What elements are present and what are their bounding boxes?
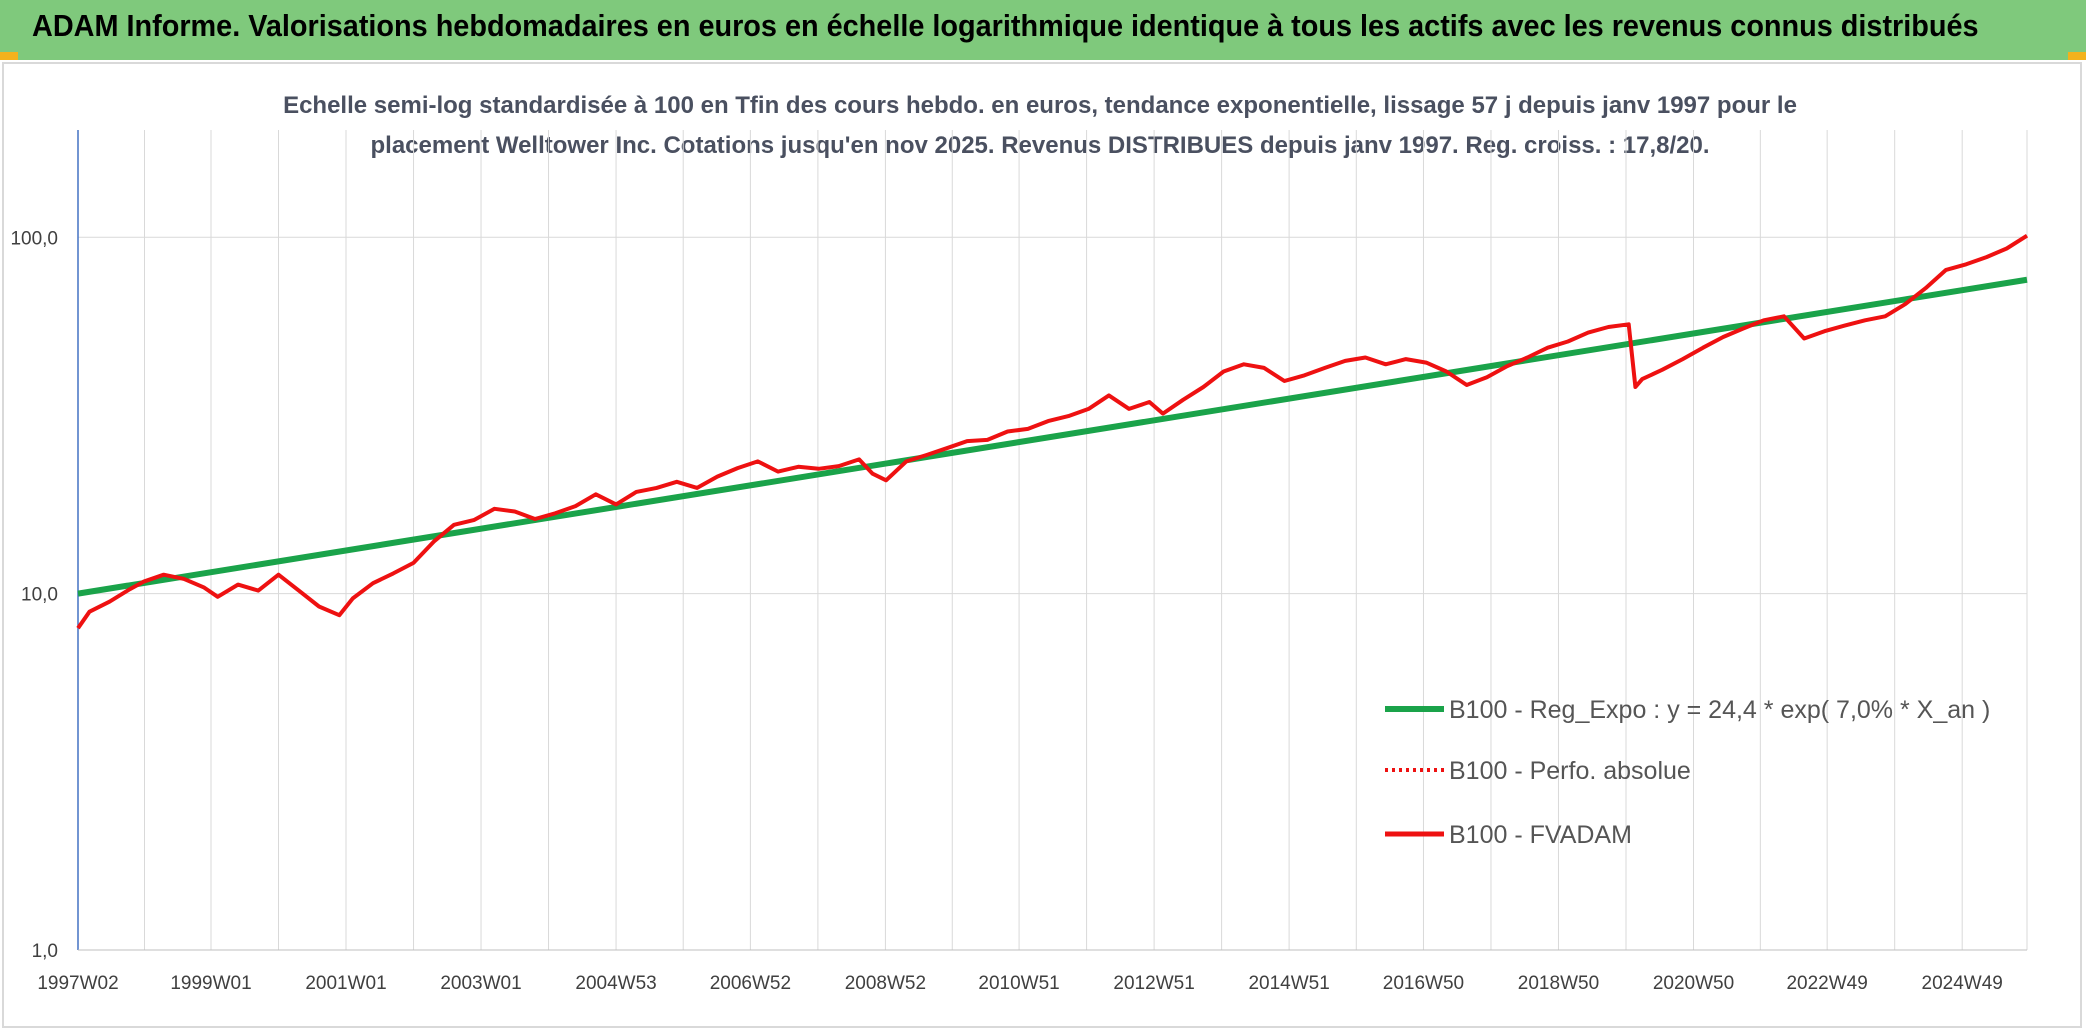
x-tick-label: 2004W53 [575, 973, 656, 994]
chart-frame [2, 62, 2082, 1028]
legend-fvadam-label: B100 - FVADAM [1449, 821, 1632, 849]
x-tick-label: 2022W49 [1786, 973, 1867, 994]
x-tick-label: 2010W51 [978, 973, 1059, 994]
corner-mark-left [0, 52, 18, 60]
x-tick-label: 2024W49 [1922, 973, 2003, 994]
x-tick-label: 2020W50 [1653, 973, 1734, 994]
x-tick-label: 2003W01 [440, 973, 521, 994]
chart-title-line-1: Echelle semi-log standardisée à 100 en T… [283, 92, 1797, 119]
x-tick-label: 2014W51 [1248, 973, 1329, 994]
x-tick-label: 1997W02 [37, 973, 118, 994]
corner-mark-right [2068, 52, 2086, 60]
x-tick-label: 2018W50 [1518, 973, 1599, 994]
regression-line [77, 276, 2028, 597]
x-tick-label: 2016W50 [1383, 973, 1464, 994]
header-banner: ADAM Informe. Valorisations hebdomadaire… [0, 0, 2086, 60]
chart-title-line-2: placement Welltower Inc. Cotations jusqu… [370, 132, 1710, 159]
y-tick-label: 10,0 [21, 585, 58, 606]
x-tick-label: 2012W51 [1113, 973, 1194, 994]
y-tick-label: 100,0 [10, 228, 58, 249]
chart-title: Echelle semi-log standardisée à 100 en T… [190, 86, 1890, 166]
legend-perfo-label: B100 - Perfo. absolue [1449, 757, 1691, 785]
y-tick-label: 1,0 [32, 941, 58, 962]
x-tick-label: 1999W01 [170, 973, 251, 994]
x-tick-label: 2008W52 [845, 973, 926, 994]
legend-regression-label: B100 - Reg_Expo : y = 24,4 * exp( 7,0% *… [1449, 696, 1990, 724]
x-tick-label: 2006W52 [710, 973, 791, 994]
page-title: ADAM Informe. Valorisations hebdomadaire… [32, 8, 1979, 43]
fvadam-line [76, 234, 2029, 630]
x-tick-label: 2001W01 [305, 973, 386, 994]
